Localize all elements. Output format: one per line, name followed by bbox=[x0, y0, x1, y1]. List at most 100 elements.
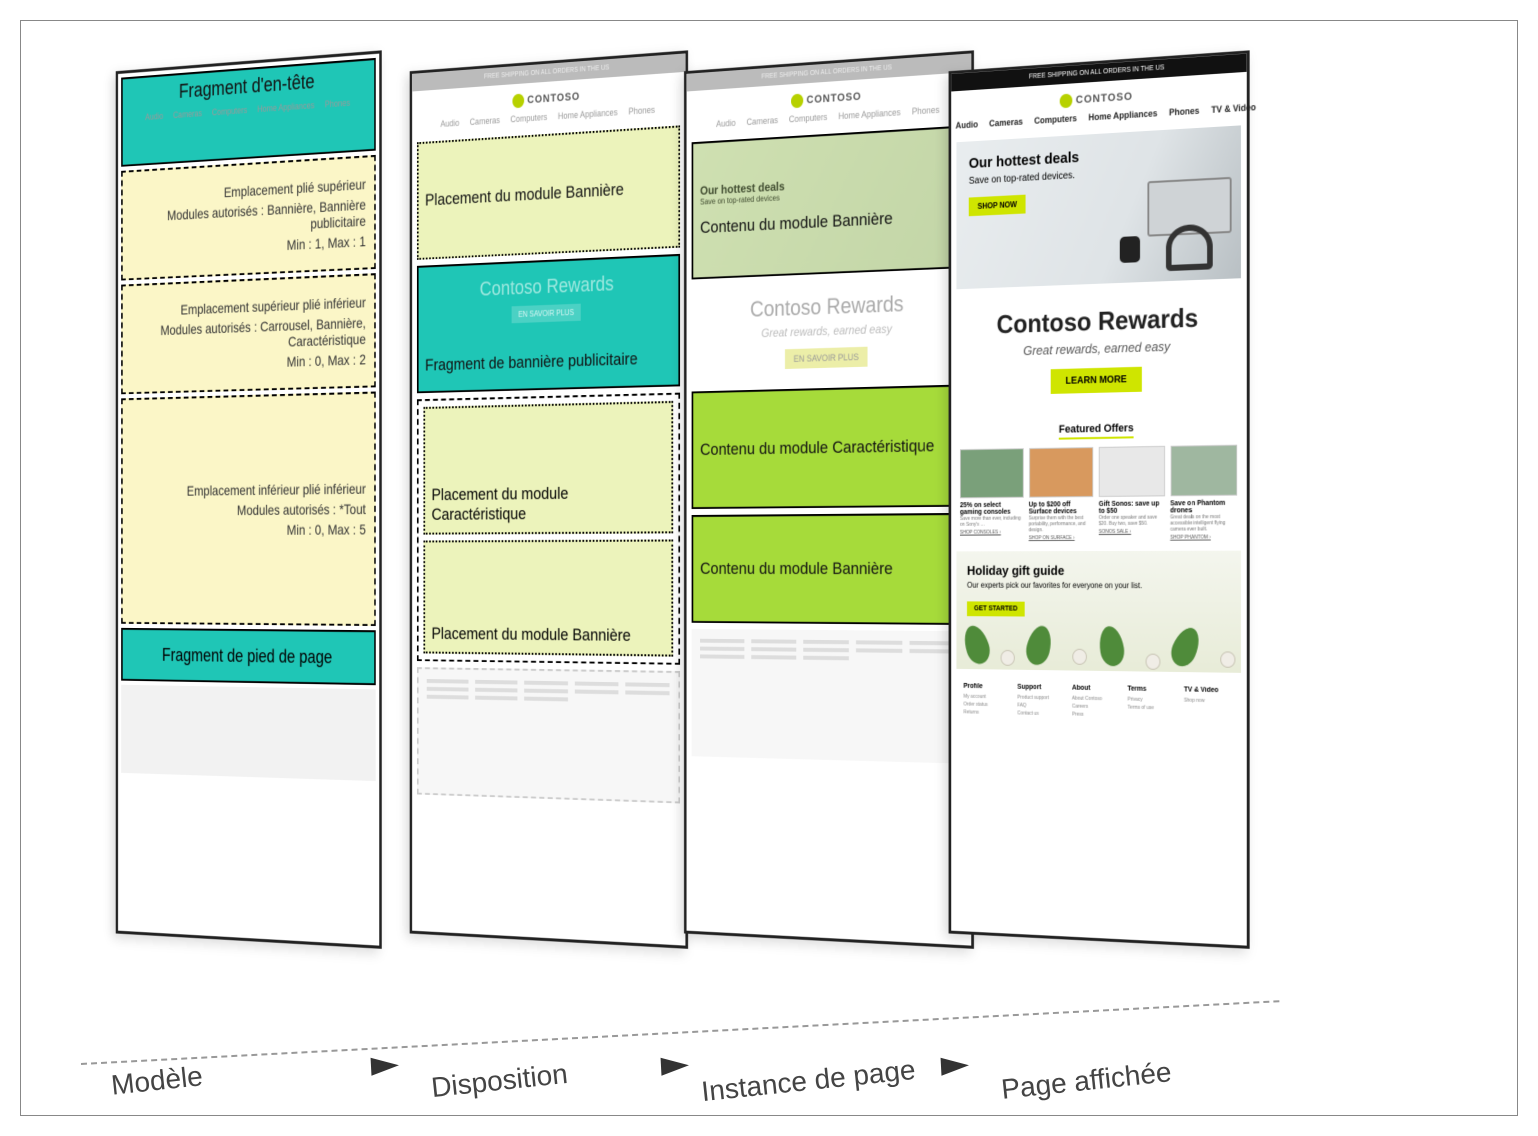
slot-upper-below-fold: Emplacement supérieur plié inférieur Mod… bbox=[121, 273, 376, 394]
banner2-module-placement: Placement du module Bannière bbox=[423, 539, 673, 656]
footer-link[interactable]: Shop now bbox=[1184, 698, 1234, 705]
footer-link[interactable]: Product support bbox=[1017, 695, 1064, 702]
footer-link[interactable]: About Contoso bbox=[1072, 696, 1120, 703]
nav-link[interactable]: Cameras bbox=[989, 117, 1023, 129]
footer-link[interactable]: Order status bbox=[963, 702, 1010, 709]
laptop-icon bbox=[1147, 177, 1231, 237]
offer-title: Gift Sonos: save up to $50 bbox=[1099, 500, 1165, 515]
below-fold-group: Placement du module Caractéristique Plac… bbox=[417, 393, 680, 665]
featured-title: Featured Offers bbox=[1059, 422, 1134, 439]
flow-line bbox=[81, 1000, 1279, 1065]
logo-icon bbox=[1060, 93, 1073, 108]
feature-module-content: Contenu du module Caractéristique bbox=[692, 384, 966, 509]
footer-col: Terms PrivacyTerms of use bbox=[1127, 686, 1176, 722]
footer-ghost bbox=[692, 629, 966, 764]
footer-col-head: TV & Video bbox=[1184, 686, 1234, 694]
guide-title: Holiday gift guide bbox=[967, 563, 1230, 578]
offer-link[interactable]: SHOP CONSOLES › bbox=[960, 529, 1023, 535]
footer-fragment: Fragment de pied de page bbox=[121, 628, 376, 685]
footer-col-head: Terms bbox=[1127, 686, 1176, 694]
headphones-icon bbox=[1166, 224, 1213, 272]
offer-thumb bbox=[1029, 447, 1094, 498]
slot-above-fold: Emplacement plié supérieur Modules autor… bbox=[121, 155, 376, 281]
panel-template: Fragment d'en-tête Audio Cameras Compute… bbox=[116, 50, 382, 949]
stage-label-template: Modèle bbox=[110, 1060, 205, 1101]
panel-rendered-page: FREE SHIPPING ON ALL ORDERS IN THE US CO… bbox=[949, 50, 1250, 949]
brand-name: CONTOSO bbox=[1076, 90, 1133, 106]
banner2-module-content: Contenu du module Bannière bbox=[692, 513, 966, 625]
nav-link[interactable]: Phones bbox=[1169, 106, 1199, 118]
hero-banner: Our hottest deals Save on top-rated devi… bbox=[956, 125, 1241, 289]
footer-col-head: Profile bbox=[963, 683, 1010, 691]
feature-module-placement: Placement du module Caractéristique bbox=[423, 401, 673, 535]
footer-link[interactable]: My account bbox=[963, 694, 1010, 701]
banner-module-placement: Placement du module Bannière bbox=[417, 125, 680, 260]
offer-thumb bbox=[960, 448, 1023, 498]
guide-sub: Our experts pick our favorites for every… bbox=[967, 581, 1230, 591]
slot-lower-below-fold: Emplacement inférieur plié inférieur Mod… bbox=[121, 392, 376, 627]
gift-guide-banner: Holiday gift guide Our experts pick our … bbox=[956, 551, 1241, 673]
learn-more-button[interactable]: EN SAVOIR PLUS bbox=[785, 347, 868, 369]
offer-link[interactable]: SHOP ON SURFACE › bbox=[1029, 535, 1094, 541]
footer-link[interactable]: Privacy bbox=[1127, 697, 1176, 704]
footer-col: Profile My accountOrder statusReturns bbox=[963, 683, 1010, 718]
panel-layout: FREE SHIPPING ON ALL ORDERS IN THE US CO… bbox=[410, 50, 688, 949]
logo-icon bbox=[791, 93, 803, 108]
footer-col-head: Support bbox=[1017, 684, 1064, 692]
offer-title: Up to $200 off Surface devices bbox=[1029, 501, 1094, 515]
shop-now-button[interactable]: SHOP NOW bbox=[969, 195, 1026, 217]
offer-card[interactable]: 25% on select gaming consoles Save more … bbox=[960, 448, 1023, 541]
rewards-block: Contoso Rewards Great rewards, earned ea… bbox=[951, 284, 1247, 412]
footer-col: Support Product supportFAQContact us bbox=[1017, 684, 1064, 720]
diagram-frame: Fragment d'en-tête Audio Cameras Compute… bbox=[20, 20, 1518, 1116]
leaf-decoration bbox=[956, 625, 1241, 673]
offer-desc: Great deals on the most accessible intel… bbox=[1170, 514, 1237, 533]
footer-ghost bbox=[417, 667, 680, 804]
footer-col-head: About bbox=[1072, 685, 1120, 693]
arrow-icon bbox=[371, 1056, 400, 1075]
footer-ghost bbox=[121, 685, 376, 782]
panel-page-instance: FREE SHIPPING ON ALL ORDERS IN THE US CO… bbox=[684, 50, 974, 949]
featured-offers: Featured Offers 25% on select gaming con… bbox=[956, 412, 1241, 545]
watch-icon bbox=[1120, 236, 1140, 263]
offer-link[interactable]: SHOP PHANTOM › bbox=[1170, 534, 1237, 540]
offer-title: Save on Phantom drones bbox=[1170, 500, 1237, 515]
footer-link[interactable]: Terms of use bbox=[1127, 705, 1176, 712]
offer-desc: Save more than ever, including on Sony's… bbox=[960, 516, 1023, 528]
footer-col: About About ContosoCareersPress bbox=[1072, 685, 1120, 721]
stage-label-layout: Disposition bbox=[430, 1058, 570, 1104]
offer-desc: Order one speaker and save $20. Buy two,… bbox=[1099, 515, 1165, 527]
footer-link[interactable]: Careers bbox=[1072, 704, 1120, 711]
offer-card[interactable]: Up to $200 off Surface devices Surprise … bbox=[1029, 447, 1094, 541]
header-fragment: Fragment d'en-tête Audio Cameras Compute… bbox=[121, 58, 376, 167]
brand-name: CONTOSO bbox=[527, 90, 580, 106]
offer-title: 25% on select gaming consoles bbox=[960, 502, 1023, 516]
logo-icon bbox=[512, 93, 524, 108]
footer-link[interactable]: Press bbox=[1072, 712, 1120, 719]
nav-link[interactable]: Computers bbox=[1034, 113, 1077, 126]
rewards-title: Contoso Rewards bbox=[956, 301, 1241, 342]
offer-card[interactable]: Save on Phantom drones Great deals on th… bbox=[1170, 445, 1237, 541]
brand-name: CONTOSO bbox=[807, 90, 862, 106]
get-started-button[interactable]: GET STARTED bbox=[967, 601, 1025, 616]
ad-banner-fragment: Contoso Rewards EN SAVOIR PLUS Fragment … bbox=[417, 254, 680, 394]
rewards-block-ghost: Contoso Rewards Great rewards, earned ea… bbox=[692, 274, 966, 385]
offer-thumb bbox=[1170, 445, 1237, 497]
footer-link[interactable]: Returns bbox=[963, 709, 1010, 716]
nav-link[interactable]: TV & Video bbox=[1211, 102, 1256, 115]
footer: Profile My accountOrder statusReturns Supp… bbox=[956, 675, 1241, 731]
arrow-icon bbox=[661, 1056, 690, 1075]
offer-desc: Surprise them with the best portability,… bbox=[1029, 515, 1094, 533]
footer-link[interactable]: FAQ bbox=[1017, 703, 1064, 710]
stage-label-rendered: Page affichée bbox=[1000, 1056, 1173, 1106]
footer-link[interactable]: Contact us bbox=[1017, 710, 1064, 717]
learn-more-button[interactable]: LEARN MORE bbox=[1051, 367, 1142, 394]
offer-card[interactable]: Gift Sonos: save up to $50 Order one spe… bbox=[1099, 446, 1165, 541]
footer-col: TV & Video Shop now bbox=[1184, 686, 1234, 722]
offer-link[interactable]: SONOS SALE › bbox=[1099, 529, 1165, 535]
offer-thumb bbox=[1099, 446, 1165, 497]
nav-link[interactable]: Audio bbox=[956, 119, 978, 130]
hero-graphic bbox=[1120, 177, 1232, 273]
stage-label-instance: Instance de page bbox=[700, 1054, 917, 1108]
arrow-icon bbox=[941, 1056, 970, 1075]
